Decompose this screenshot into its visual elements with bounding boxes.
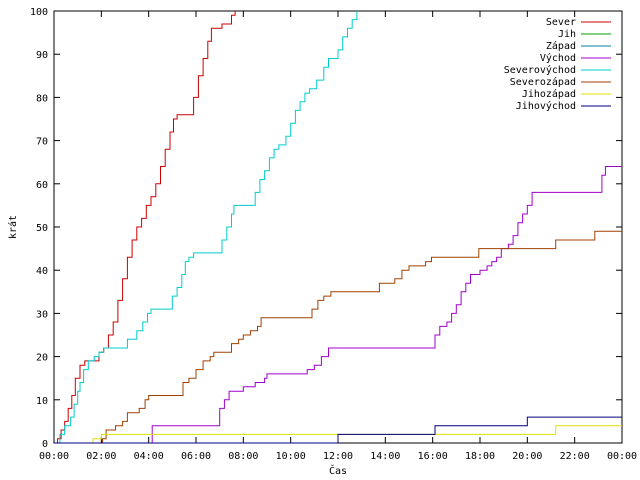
- plot-area: [53, 10, 623, 444]
- y-tick-label: 90: [36, 50, 48, 61]
- series-line: [54, 11, 236, 444]
- y-tick-label: 40: [36, 266, 48, 277]
- series-line: [54, 11, 358, 444]
- x-tick-label: 22:00: [560, 451, 590, 462]
- y-tick-label: 70: [36, 137, 48, 148]
- series-line: [54, 230, 622, 444]
- legend-label: Sever: [546, 17, 576, 28]
- legend-label: Severozápad: [510, 76, 576, 88]
- legend-label: Severovýchod: [504, 64, 576, 76]
- y-tick-label: 0: [42, 439, 48, 450]
- y-axis-label: krát: [7, 215, 19, 239]
- legend-label: Východ: [540, 52, 576, 64]
- legend-label: Jihozápad: [522, 88, 576, 100]
- legend-label: Západ: [546, 40, 576, 52]
- x-tick-label: 16:00: [418, 451, 448, 462]
- x-tick-label: 10:00: [276, 451, 306, 462]
- series-lines: [54, 11, 622, 444]
- y-tick-label: 30: [36, 309, 48, 320]
- x-tick-label: 00:00: [607, 451, 637, 462]
- x-tick-label: 06:00: [181, 451, 211, 462]
- x-tick-label: 20:00: [512, 451, 542, 462]
- y-tick-label: 80: [36, 93, 48, 104]
- y-tick-label: 100: [30, 7, 48, 18]
- y-tick-label: 60: [36, 180, 48, 191]
- y-tick-label: 20: [36, 353, 48, 364]
- legend-label: Jihovýchod: [516, 100, 576, 112]
- x-tick-label: 14:00: [370, 451, 400, 462]
- y-tick-label: 50: [36, 223, 48, 234]
- series-line: [54, 416, 622, 444]
- x-tick-label: 08:00: [228, 451, 258, 462]
- y-tick-label: 10: [36, 396, 48, 407]
- series-line: [54, 166, 622, 444]
- x-tick-label: 00:00: [39, 451, 69, 462]
- x-tick-label: 04:00: [134, 451, 164, 462]
- legend-label: Jih: [558, 29, 576, 40]
- x-axis-label: Čas: [329, 464, 347, 477]
- legend: SeverJihZápadVýchodSeverovýchodSeverozáp…: [504, 17, 611, 112]
- axis-ticks: 0 10 20 30 40 50 60 70 80 90 100 00:00 02:00 04:00 06:…: [30, 7, 637, 462]
- x-tick-label: 18:00: [465, 451, 495, 462]
- x-tick-label: 12:00: [323, 451, 353, 462]
- x-tick-label: 02:00: [86, 451, 116, 462]
